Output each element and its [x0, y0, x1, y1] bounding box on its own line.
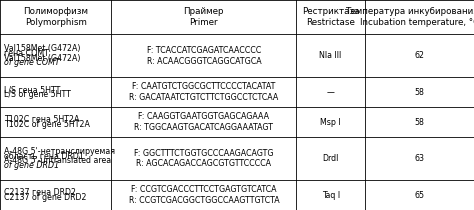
Text: —: —: [327, 88, 335, 97]
Text: 58: 58: [415, 88, 424, 97]
Text: F: CAAGGTGAATGGTGAGCAGAAA
R: TGGCAAGTGACATCAGGAAATAGT: F: CAAGGTGAATGGTGAGCAGAAA R: TGGCAAGTGAC…: [134, 112, 273, 132]
Text: 62: 62: [414, 51, 425, 60]
Text: Val158Met (G472A): Val158Met (G472A): [4, 54, 80, 63]
Text: F: CAATGTCTGGCGCTTCCСCTACATAT
R: GACATAATCTGTCTTCTGGCCTCTCAA: F: CAATGTCTGGCGCTTCCСCTACATAT R: GACATAA…: [129, 82, 278, 102]
Text: A-48G 5'-untranslated area: A-48G 5'-untranslated area: [4, 156, 111, 165]
Text: 63: 63: [414, 154, 425, 163]
Text: L/S of gene 5HTT: L/S of gene 5HTT: [4, 90, 71, 99]
Text: Температура инкубирования, °C
Incubation temperature, °C: Температура инкубирования, °C Incubation…: [345, 7, 474, 27]
Text: 65: 65: [414, 191, 425, 200]
Text: Полиморфизм
Polymorphism: Полиморфизм Polymorphism: [23, 7, 88, 27]
Text: 58: 58: [415, 118, 424, 127]
Text: F: CCGTCGACCCTTCCTGAGTGTCATCA
R: CCGTCGACGGCTGGCCAAGTTGTCTA: F: CCGTCGACCCTTCCTGAGTGTCATCA R: CCGTCGA…: [128, 185, 279, 205]
Text: гена COMT: гена COMT: [4, 49, 49, 58]
Text: of gene COMT: of gene COMT: [4, 58, 59, 67]
Text: A-48G 5'-нетранслируемая: A-48G 5'-нетранслируемая: [4, 147, 115, 156]
Text: DrdI: DrdI: [322, 154, 339, 163]
Text: область гена DRD1: область гена DRD1: [4, 152, 83, 161]
Text: T102C of gene 5HT2A: T102C of gene 5HT2A: [4, 120, 90, 129]
Text: of gene DRD1: of gene DRD1: [4, 161, 59, 170]
Text: T102C гена 5HT2A: T102C гена 5HT2A: [4, 115, 79, 124]
Text: Nla III: Nla III: [319, 51, 342, 60]
Text: F: GGCTTTCTGGTGCCCAAGACAGTG
R: AGCACAGACCAGCGTGTTCCCCA: F: GGCTTTCTGGTGCCCAAGACAGTG R: AGCACAGAC…: [134, 149, 273, 168]
Text: L/S гена 5HTT: L/S гена 5HTT: [4, 85, 60, 94]
Text: Msp I: Msp I: [320, 118, 341, 127]
Text: Val158Met (G472A): Val158Met (G472A): [4, 44, 80, 53]
Text: C2137 гена DRD2: C2137 гена DRD2: [4, 188, 76, 197]
Text: Праймер
Primer: Праймер Primer: [183, 7, 224, 27]
Text: Taq I: Taq I: [321, 191, 340, 200]
Text: Рестриктаза
Restrictase: Рестриктаза Restrictase: [302, 7, 359, 27]
Text: F: TCACCATCGAGATCAACCCC
R: ACAACGGGTCAGGCATGCA: F: TCACCATCGAGATCAACCCC R: ACAACGGGTCAGG…: [146, 46, 261, 66]
Text: C2137 of gene DRD2: C2137 of gene DRD2: [4, 193, 86, 202]
